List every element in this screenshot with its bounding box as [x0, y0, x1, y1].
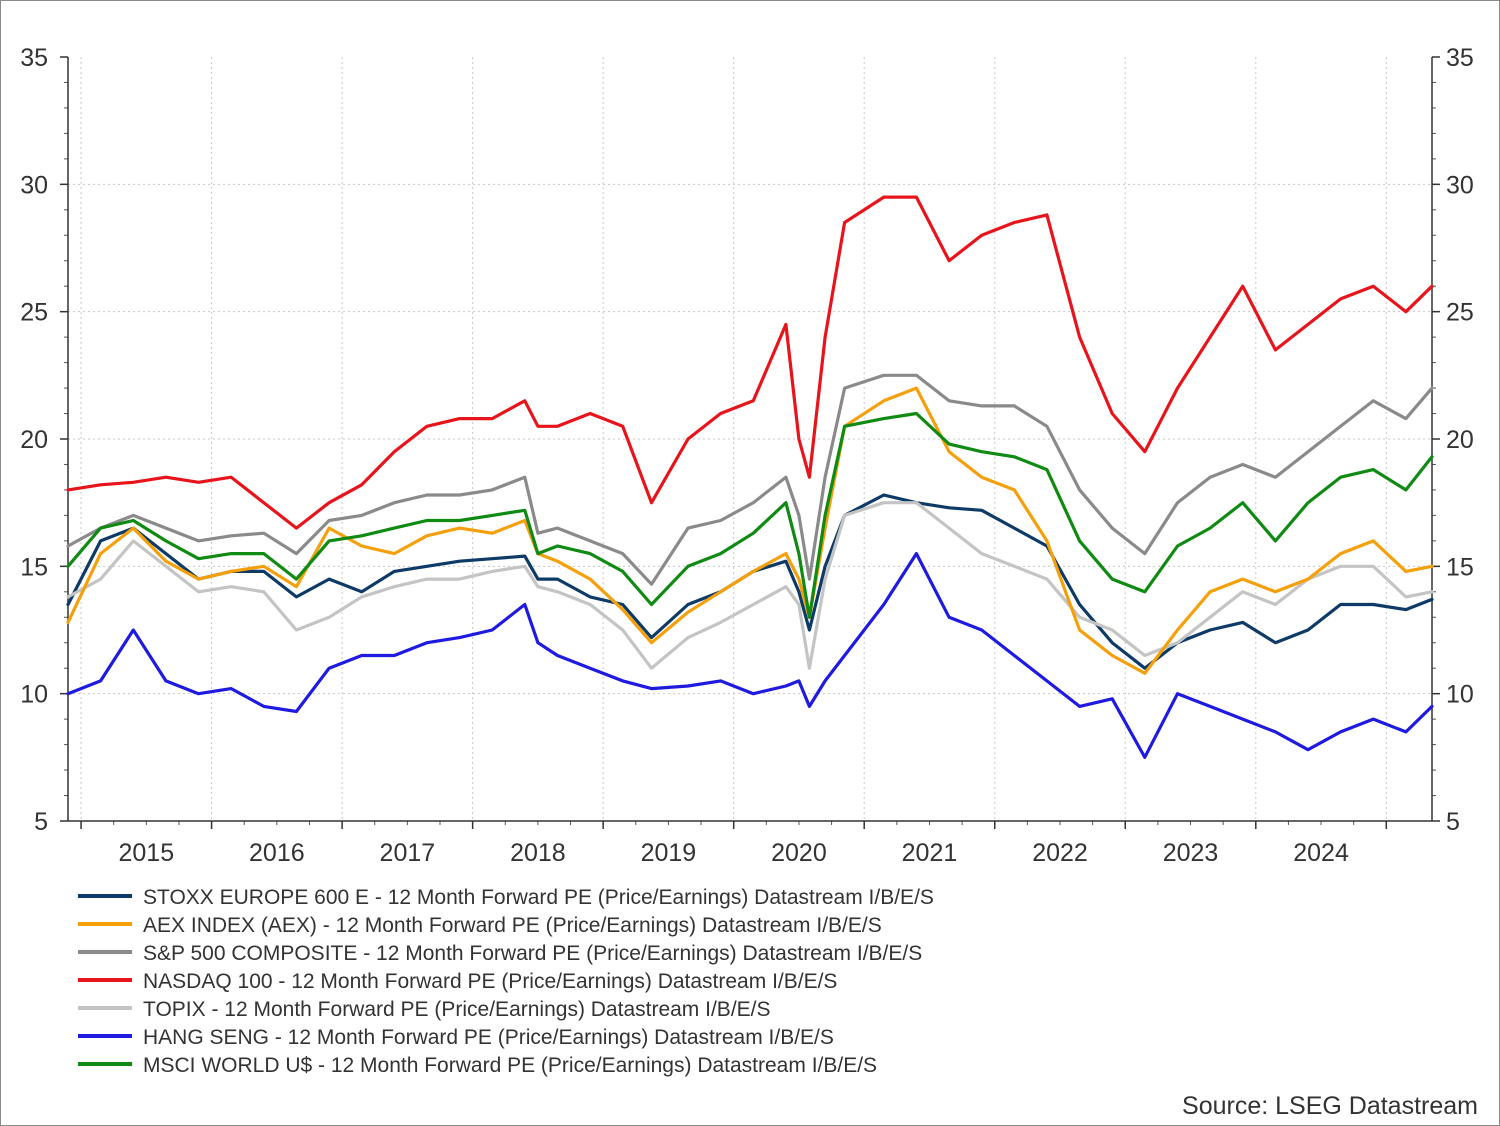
legend-label: STOXX EUROPE 600 E - 12 Month Forward PE… [143, 886, 934, 909]
y-left-tick-label: 30 [20, 171, 48, 199]
series-line [66, 493, 1434, 670]
x-tick-label: 2021 [902, 839, 958, 867]
legend-label: TOPIX - 12 Month Forward PE (Price/Earni… [143, 998, 771, 1021]
series-line [66, 373, 1434, 586]
y-left-tick-label: 10 [20, 681, 48, 709]
y-right-tick-label: 15 [1446, 553, 1474, 581]
series-line [66, 551, 1434, 759]
legend: STOXX EUROPE 600 E - 12 Month Forward PE… [78, 886, 934, 1077]
x-tick-label: 2023 [1163, 839, 1219, 867]
x-tick-label: 2022 [1032, 839, 1088, 867]
y-right-tick-label: 25 [1446, 299, 1474, 327]
y-right-tick-label: 35 [1446, 44, 1474, 72]
x-tick-label: 2018 [510, 839, 566, 867]
legend-label: NASDAQ 100 - 12 Month Forward PE (Price/… [143, 970, 837, 993]
legend-label: HANG SENG - 12 Month Forward PE (Price/E… [143, 1026, 834, 1049]
x-tick-label: 2019 [641, 839, 697, 867]
x-tick-label: 2024 [1293, 839, 1349, 867]
series-line [66, 411, 1434, 619]
x-tick-label: 2020 [771, 839, 827, 867]
legend-label: MSCI WORLD U$ - 12 Month Forward PE (Pri… [143, 1054, 877, 1077]
y-right-tick-label: 5 [1446, 808, 1460, 836]
y-right-tick-label: 20 [1446, 426, 1474, 454]
y-left-tick-label: 5 [34, 808, 48, 836]
series-lines [66, 195, 1434, 759]
series-line [66, 195, 1434, 530]
y-right-tick-label: 30 [1446, 171, 1474, 199]
x-tick-label: 2017 [380, 839, 436, 867]
grid [68, 57, 1432, 821]
y-right-tick-label: 10 [1446, 681, 1474, 709]
y-left-tick-label: 35 [20, 44, 48, 72]
x-tick-label: 2016 [249, 839, 305, 867]
series-line [66, 501, 1434, 670]
axes: 2015 2016 2017 2018 2019 2020 2021 2022 2023 2024… [20, 44, 1474, 867]
x-tick-label: 2015 [119, 839, 175, 867]
y-left-tick-label: 20 [20, 426, 48, 454]
y-left-tick-label: 15 [20, 553, 48, 581]
series-line [66, 386, 1434, 675]
source-label: Source: LSEG Datastream [1182, 1092, 1478, 1120]
legend-label: S&P 500 COMPOSITE - 12 Month Forward PE … [143, 942, 922, 965]
legend-label: AEX INDEX (AEX) - 12 Month Forward PE (P… [143, 914, 882, 937]
y-left-tick-label: 25 [20, 299, 48, 327]
